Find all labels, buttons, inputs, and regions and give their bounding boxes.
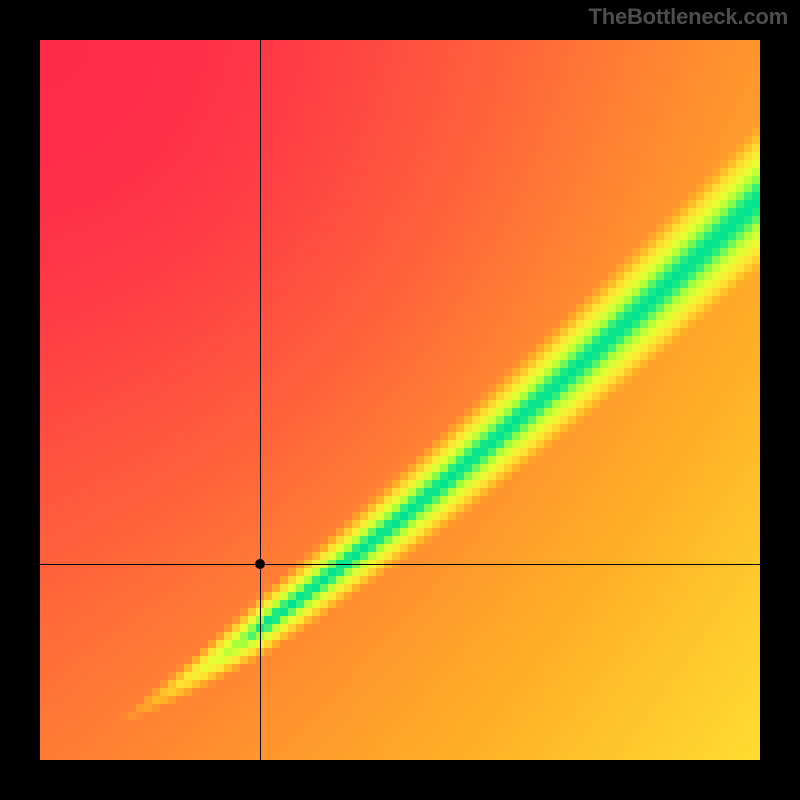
crosshair-horizontal <box>40 564 760 565</box>
heatmap-canvas <box>40 40 760 760</box>
plot-frame <box>40 40 760 760</box>
image-root: TheBottleneck.com <box>0 0 800 800</box>
crosshair-vertical <box>260 40 261 760</box>
attribution-text: TheBottleneck.com <box>588 4 788 30</box>
